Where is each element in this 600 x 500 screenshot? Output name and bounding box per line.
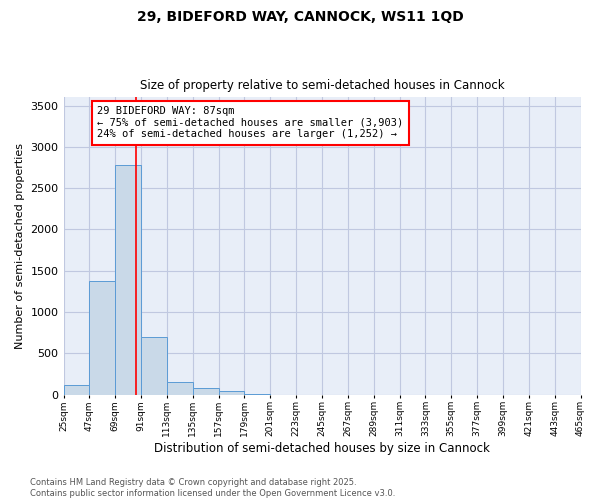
Text: 29 BIDEFORD WAY: 87sqm
← 75% of semi-detached houses are smaller (3,903)
24% of : 29 BIDEFORD WAY: 87sqm ← 75% of semi-det… [97, 106, 403, 140]
X-axis label: Distribution of semi-detached houses by size in Cannock: Distribution of semi-detached houses by … [154, 442, 490, 455]
Bar [218, 391, 244, 394]
Bar [64, 384, 89, 394]
Bar [141, 336, 167, 394]
Bar [89, 282, 115, 395]
Text: 29, BIDEFORD WAY, CANNOCK, WS11 1QD: 29, BIDEFORD WAY, CANNOCK, WS11 1QD [137, 10, 463, 24]
Bar [167, 382, 193, 394]
Title: Size of property relative to semi-detached houses in Cannock: Size of property relative to semi-detach… [140, 79, 505, 92]
Bar [193, 388, 218, 394]
Text: Contains HM Land Registry data © Crown copyright and database right 2025.
Contai: Contains HM Land Registry data © Crown c… [30, 478, 395, 498]
Y-axis label: Number of semi-detached properties: Number of semi-detached properties [15, 143, 25, 349]
Bar [115, 165, 141, 394]
